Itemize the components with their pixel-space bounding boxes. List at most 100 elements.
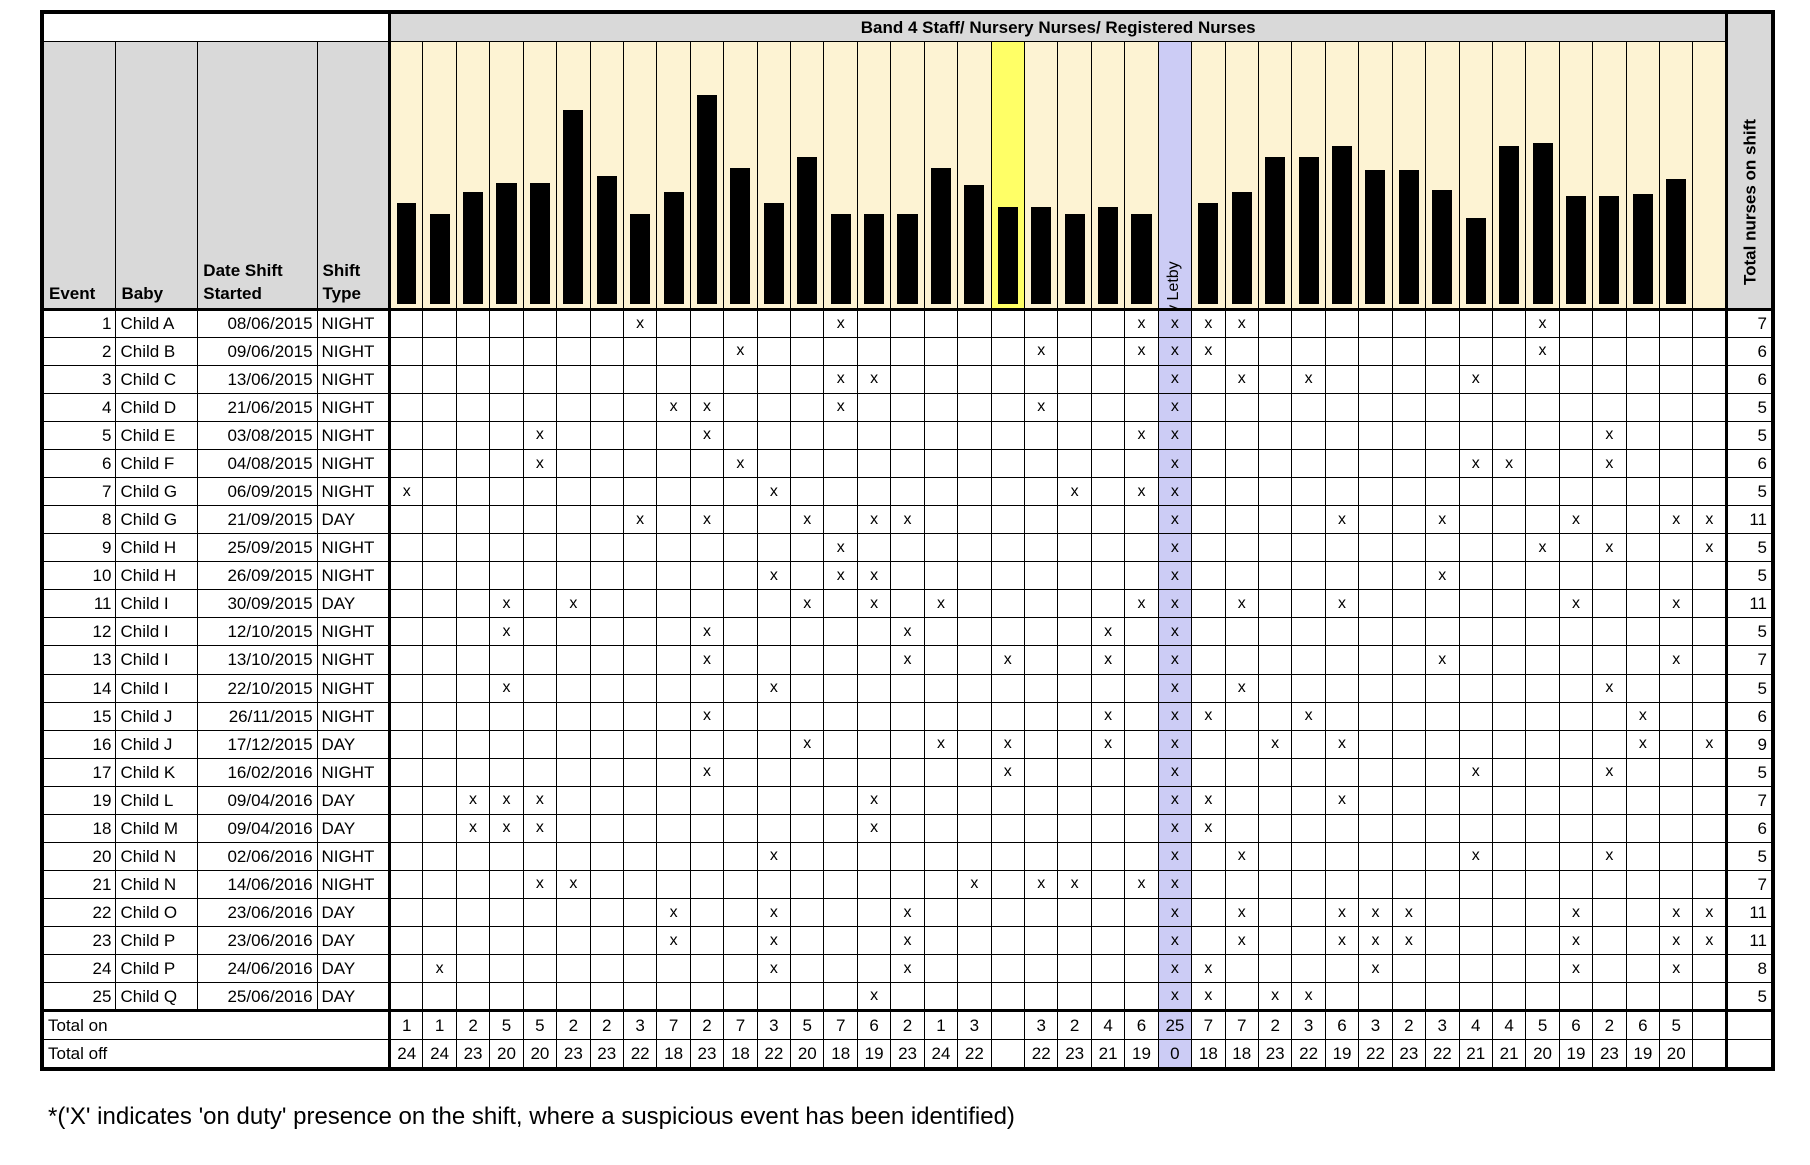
duty-cell xyxy=(1291,954,1326,984)
duty-cell xyxy=(422,589,457,619)
duty-cell xyxy=(556,533,591,563)
column-total: 5 xyxy=(790,1009,825,1040)
duty-cell xyxy=(522,645,558,675)
duty-cell xyxy=(856,729,892,759)
event-number: 20 xyxy=(42,841,117,871)
duty-cell xyxy=(589,449,624,479)
on-duty-mark: x xyxy=(1659,645,1694,675)
shift-type: DAY xyxy=(316,982,391,1012)
duty-cell xyxy=(1358,869,1393,900)
duty-cell xyxy=(422,477,457,507)
duty-cell xyxy=(489,392,524,422)
duty-cell xyxy=(522,533,558,563)
nurse-column-31 xyxy=(1391,40,1427,310)
duty-cell xyxy=(923,505,959,535)
duty-cell xyxy=(1057,813,1092,843)
duty-cell xyxy=(990,701,1026,731)
duty-cell xyxy=(1391,449,1427,479)
redaction-bar xyxy=(396,202,417,304)
row-total: 5 xyxy=(1725,561,1772,591)
duty-cell xyxy=(856,392,892,422)
duty-cell xyxy=(1425,307,1460,338)
event-number: 18 xyxy=(42,813,117,843)
duty-cell xyxy=(1625,336,1661,366)
on-duty-mark: x xyxy=(1157,813,1193,843)
duty-cell xyxy=(790,307,825,338)
duty-cell xyxy=(1191,729,1226,759)
duty-cell xyxy=(1425,617,1460,647)
table-row: 10 Child H 26/09/2015 NIGHT x x x x x 5 xyxy=(42,561,1772,591)
on-duty-mark: x xyxy=(1625,701,1661,731)
duty-cell xyxy=(1625,533,1661,563)
duty-cell xyxy=(790,898,825,928)
column-total: 2 xyxy=(689,1009,725,1040)
duty-cell xyxy=(1257,673,1293,703)
duty-cell xyxy=(1391,982,1427,1012)
on-duty-mark: x xyxy=(890,645,925,675)
on-duty-mark: x xyxy=(1324,729,1360,759)
duty-cell xyxy=(723,505,758,535)
duty-cell xyxy=(1558,533,1594,563)
on-duty-mark: x xyxy=(1324,589,1360,619)
duty-cell xyxy=(422,898,457,928)
nurse-column-33 xyxy=(1458,40,1493,310)
duty-cell xyxy=(1659,420,1694,451)
duty-cell xyxy=(1124,898,1159,928)
duty-cell xyxy=(1057,617,1092,647)
duty-cell xyxy=(957,561,992,591)
duty-cell xyxy=(1592,701,1627,731)
duty-cell xyxy=(622,701,658,731)
duty-cell xyxy=(856,307,892,338)
duty-cell xyxy=(556,364,591,394)
column-total: 23 xyxy=(1057,1038,1092,1069)
duty-cell xyxy=(1425,336,1460,366)
on-duty-mark: x xyxy=(1592,673,1627,703)
duty-cell xyxy=(723,533,758,563)
duty-cell xyxy=(1625,505,1661,535)
duty-cell xyxy=(1525,954,1560,984)
duty-cell xyxy=(856,841,892,871)
duty-cell xyxy=(1090,589,1126,619)
row-total: 8 xyxy=(1725,954,1772,984)
shift-date: 09/04/2016 xyxy=(197,785,318,815)
duty-cell xyxy=(1558,392,1594,422)
duty-cell xyxy=(1257,364,1293,394)
duty-cell xyxy=(1491,813,1527,843)
baby-name: Child O xyxy=(115,898,199,928)
baby-name: Child I xyxy=(115,645,199,675)
duty-cell xyxy=(1057,701,1092,731)
duty-cell xyxy=(1525,673,1560,703)
col-header-shift: Shift Type xyxy=(316,40,391,310)
table-row: 2 Child B 09/06/2015 NIGHT x x x x x x 6 xyxy=(42,336,1772,366)
duty-cell xyxy=(1558,869,1594,900)
duty-cell xyxy=(1057,926,1092,956)
duty-cell xyxy=(556,701,591,731)
duty-cell xyxy=(1391,729,1427,759)
duty-cell xyxy=(622,420,658,451)
on-duty-mark: x xyxy=(1157,505,1193,535)
duty-cell xyxy=(422,336,457,366)
row-total: 5 xyxy=(1725,533,1772,563)
duty-cell xyxy=(823,617,858,647)
duty-cell xyxy=(1391,589,1427,619)
row-total: 5 xyxy=(1725,757,1772,787)
duty-cell xyxy=(1391,869,1427,900)
duty-cell xyxy=(923,307,959,338)
shift-type: DAY xyxy=(316,954,391,984)
duty-cell xyxy=(1425,729,1460,759)
duty-cell xyxy=(1692,785,1728,815)
baby-name: Child A xyxy=(115,307,199,338)
redaction-bar xyxy=(1465,217,1486,304)
duty-cell xyxy=(1024,701,1059,731)
duty-cell xyxy=(556,729,591,759)
event-number: 4 xyxy=(42,392,117,422)
row-total: 5 xyxy=(1725,477,1772,507)
duty-cell xyxy=(556,336,591,366)
duty-cell xyxy=(455,392,491,422)
duty-cell xyxy=(1090,392,1126,422)
duty-cell xyxy=(1558,561,1594,591)
duty-cell xyxy=(455,729,491,759)
duty-cell xyxy=(723,392,758,422)
column-total: 25 xyxy=(1157,1009,1193,1040)
duty-cell xyxy=(455,364,491,394)
